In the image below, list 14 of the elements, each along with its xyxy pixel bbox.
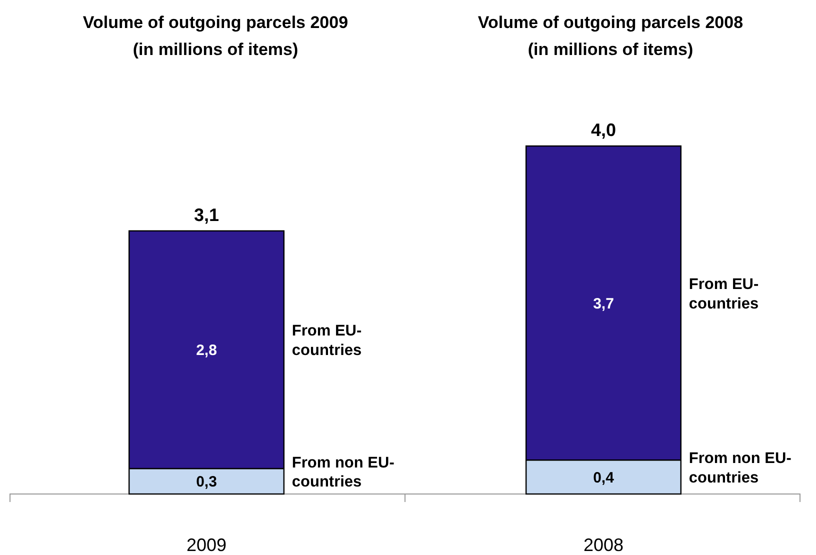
- total-label: 4,0: [590, 120, 616, 140]
- total-label: 3,1: [194, 204, 220, 225]
- x-tick-label: 2008: [583, 535, 624, 555]
- text: From EU-countries: [688, 276, 759, 312]
- series-label: From EU-countries: [292, 322, 362, 360]
- text: Volume of outgoing parcels 2009 (in millions of items): [82, 13, 348, 59]
- data-label: 3,7: [593, 295, 614, 312]
- data-label: 0,4: [593, 469, 615, 486]
- text: Volume of outgoing parcels 2008 (in millions of items): [478, 13, 744, 59]
- data-label: 0,3: [196, 474, 217, 491]
- series-label: From non EU-countries: [292, 454, 394, 491]
- data-label: 2,8: [196, 342, 217, 359]
- text: From non EU-countries: [688, 450, 792, 486]
- x-tick-label: 2009: [186, 535, 227, 555]
